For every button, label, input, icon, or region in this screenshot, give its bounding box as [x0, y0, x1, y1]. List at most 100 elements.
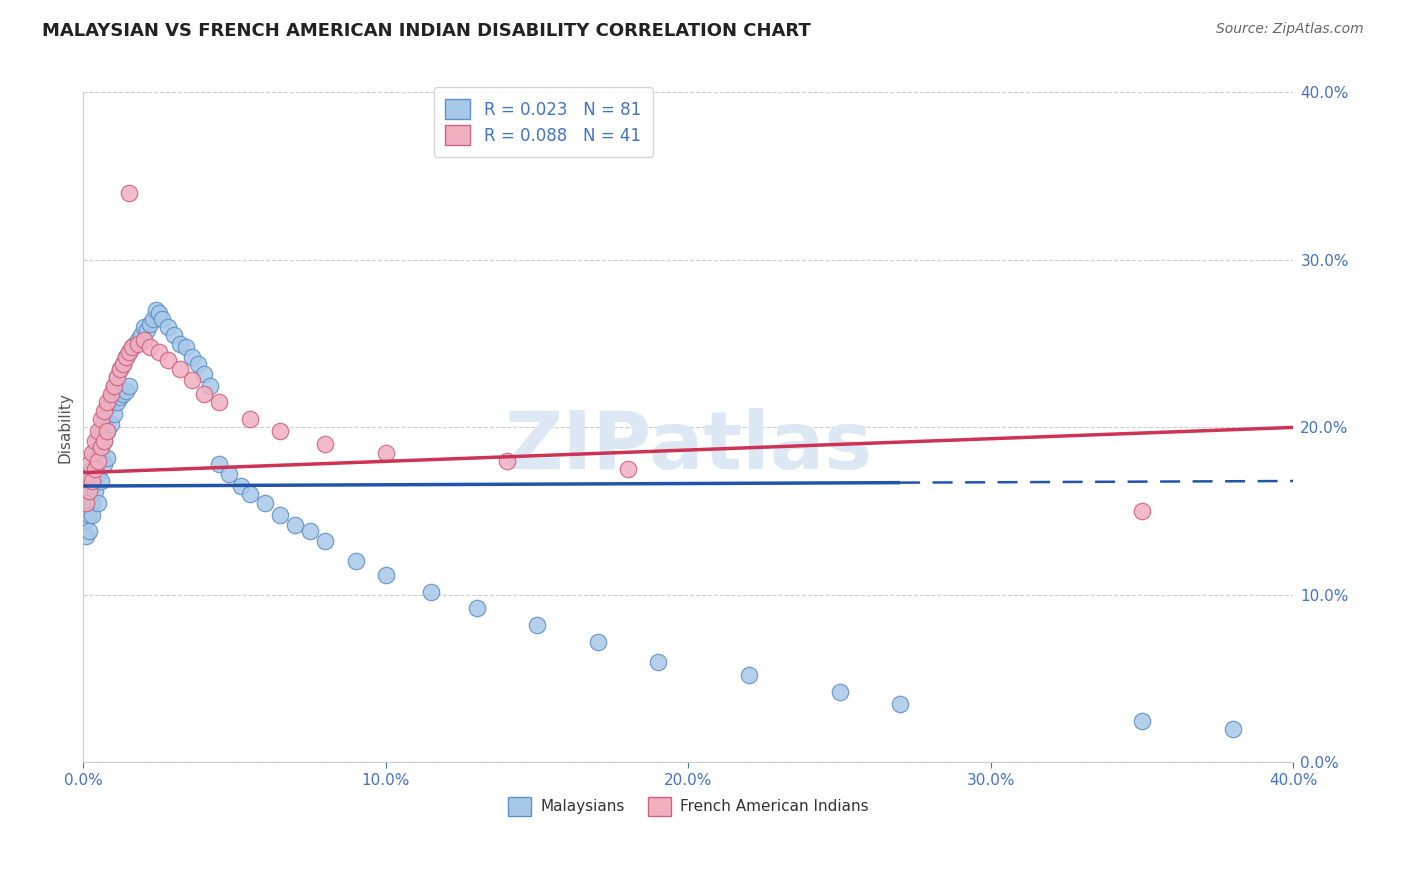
Point	[163, 328, 186, 343]
Point	[108, 361, 131, 376]
Text: Source: ZipAtlas.com: Source: ZipAtlas.com	[1216, 22, 1364, 37]
Point	[114, 350, 136, 364]
Point	[82, 474, 104, 488]
Point	[129, 328, 152, 343]
Point	[181, 374, 204, 388]
Point	[100, 417, 122, 431]
Point	[647, 655, 669, 669]
Point	[90, 412, 112, 426]
Point	[96, 401, 118, 415]
Point	[193, 367, 215, 381]
Point	[218, 467, 240, 482]
Point	[208, 457, 231, 471]
Point	[420, 584, 443, 599]
Point	[75, 512, 97, 526]
Point	[1130, 504, 1153, 518]
Point	[75, 529, 97, 543]
Point	[79, 457, 101, 471]
Point	[90, 424, 112, 438]
Point	[84, 434, 107, 448]
Point	[124, 336, 146, 351]
Point	[82, 462, 104, 476]
Point	[586, 635, 609, 649]
Point	[127, 336, 149, 351]
Point	[84, 462, 107, 476]
Text: MALAYSIAN VS FRENCH AMERICAN INDIAN DISABILITY CORRELATION CHART: MALAYSIAN VS FRENCH AMERICAN INDIAN DISA…	[42, 22, 811, 40]
Point	[118, 186, 141, 200]
Point	[93, 457, 115, 471]
Point	[93, 434, 115, 448]
Point	[269, 424, 291, 438]
Point	[96, 424, 118, 438]
Point	[105, 370, 128, 384]
Point	[87, 424, 110, 438]
Point	[93, 412, 115, 426]
Point	[79, 496, 101, 510]
Point	[142, 311, 165, 326]
Point	[87, 450, 110, 465]
Point	[344, 554, 367, 568]
Point	[105, 395, 128, 409]
Point	[145, 303, 167, 318]
Point	[96, 450, 118, 465]
Point	[314, 534, 336, 549]
Point	[118, 345, 141, 359]
Point	[132, 333, 155, 347]
Point	[200, 378, 222, 392]
Point	[889, 697, 911, 711]
Point	[148, 345, 170, 359]
Point	[111, 387, 134, 401]
Point	[118, 378, 141, 392]
Point	[82, 445, 104, 459]
Point	[156, 353, 179, 368]
Point	[103, 407, 125, 421]
Point	[100, 387, 122, 401]
Point	[114, 350, 136, 364]
Point	[108, 390, 131, 404]
Point	[150, 311, 173, 326]
Point	[75, 496, 97, 510]
Point	[156, 319, 179, 334]
Point	[1222, 722, 1244, 736]
Point	[617, 462, 640, 476]
Point	[374, 567, 396, 582]
Point	[90, 474, 112, 488]
Point	[100, 390, 122, 404]
Point	[193, 387, 215, 401]
Point	[229, 479, 252, 493]
Point	[187, 357, 209, 371]
Point	[87, 496, 110, 510]
Point	[93, 403, 115, 417]
Point	[1130, 714, 1153, 728]
Point	[87, 434, 110, 448]
Point	[148, 306, 170, 320]
Point	[127, 333, 149, 347]
Point	[84, 484, 107, 499]
Point	[169, 336, 191, 351]
Point	[75, 470, 97, 484]
Point	[87, 454, 110, 468]
Point	[239, 412, 262, 426]
Point	[139, 317, 162, 331]
Point	[269, 508, 291, 522]
Point	[284, 517, 307, 532]
Point	[79, 508, 101, 522]
Point	[75, 496, 97, 510]
Point	[87, 467, 110, 482]
Point	[79, 484, 101, 499]
Point	[139, 340, 162, 354]
Point	[105, 370, 128, 384]
Point	[738, 668, 761, 682]
Point	[208, 395, 231, 409]
Point	[174, 340, 197, 354]
Point	[314, 437, 336, 451]
Point	[135, 323, 157, 337]
Legend: Malaysians, French American Indians: Malaysians, French American Indians	[502, 791, 875, 822]
Point	[526, 618, 548, 632]
Point	[118, 345, 141, 359]
Point	[239, 487, 262, 501]
Point	[82, 496, 104, 510]
Text: ZIPatlas: ZIPatlas	[505, 409, 873, 486]
Point	[495, 454, 517, 468]
Point	[114, 384, 136, 398]
